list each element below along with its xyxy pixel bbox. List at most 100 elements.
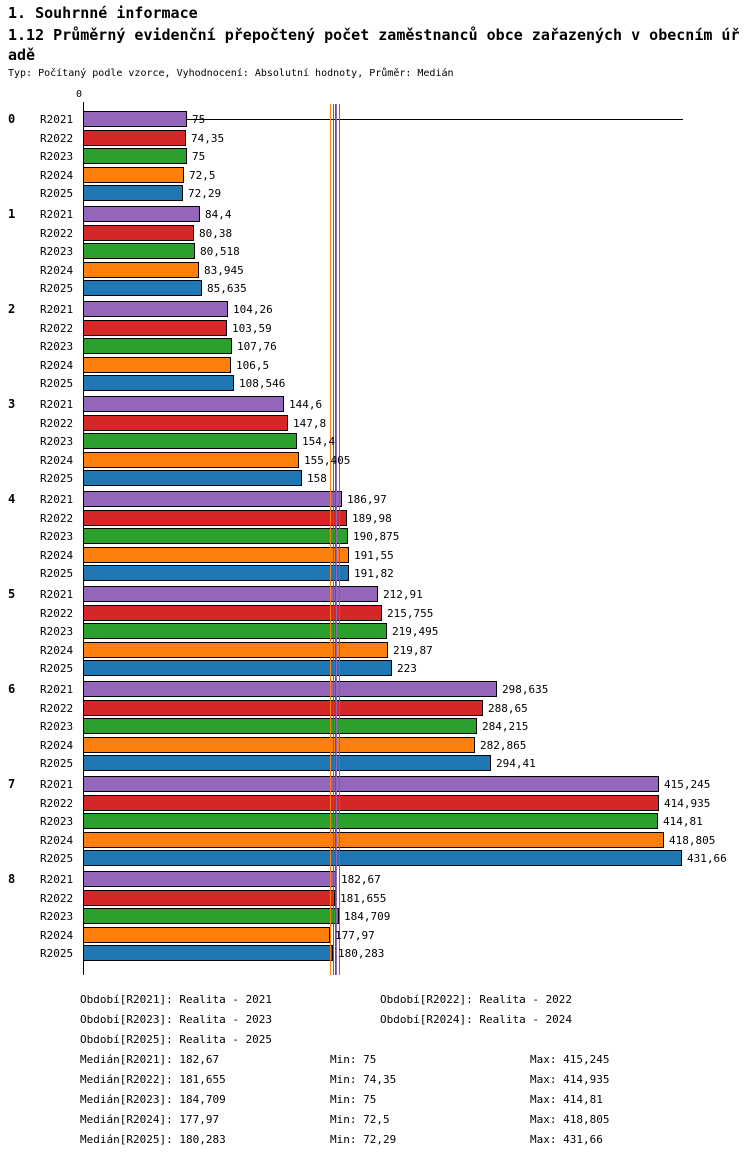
bar-value-label: 108,546 xyxy=(239,377,286,390)
series-row-label: R2023 xyxy=(40,625,74,638)
bar-value-label: 212,91 xyxy=(383,588,423,601)
bar-value-label: 284,215 xyxy=(482,720,529,733)
series-row-label: R2025 xyxy=(40,282,74,295)
bar-R2024-group-1 xyxy=(83,262,199,278)
bar-value-label: 74,35 xyxy=(191,132,225,145)
legend-max: Max: 418,805 xyxy=(530,1113,610,1126)
series-row-label: R2022 xyxy=(40,417,74,430)
series-row-label: R2022 xyxy=(40,132,74,145)
bar-value-label: 414,81 xyxy=(663,815,703,828)
series-row-label: R2022 xyxy=(40,227,74,240)
bar-R2023-group-6 xyxy=(83,718,477,734)
bar-R2021-group-0 xyxy=(83,111,187,127)
bar-R2022-group-0 xyxy=(83,130,186,146)
bar-R2023-group-3 xyxy=(83,433,297,449)
bar-R2025-group-5 xyxy=(83,660,392,676)
chart-legend: Období[R2021]: Realita - 2021 Období[R202… xyxy=(0,990,750,1158)
bar-value-label: 107,76 xyxy=(237,340,277,353)
group-label: 7 xyxy=(8,777,16,791)
series-row-label: R2024 xyxy=(40,264,74,277)
series-row-label: R2025 xyxy=(40,662,74,675)
bar-R2023-group-4 xyxy=(83,528,348,544)
bar-value-label: 431,66 xyxy=(687,852,727,865)
series-row-label: R2022 xyxy=(40,892,74,905)
chart-type-info: Typ: Počítaný podle vzorce, Vyhodnocení:… xyxy=(8,68,454,79)
group-label: 5 xyxy=(8,587,16,601)
series-row-label: R2021 xyxy=(40,113,74,126)
bar-value-label: 106,5 xyxy=(236,359,270,372)
group-label: 1 xyxy=(8,207,16,221)
series-row-label: R2021 xyxy=(40,683,74,696)
bar-R2021-group-1 xyxy=(83,206,200,222)
bar-R2024-group-3 xyxy=(83,452,299,468)
series-row-label: R2025 xyxy=(40,472,74,485)
bar-R2025-group-1 xyxy=(83,280,202,296)
bar-R2025-group-0 xyxy=(83,185,183,201)
bar-R2022-group-7 xyxy=(83,795,659,811)
bar-value-label: 72,29 xyxy=(188,187,222,200)
bar-value-label: 84,4 xyxy=(205,208,232,221)
bar-value-label: 223 xyxy=(397,662,417,675)
bar-R2023-group-1 xyxy=(83,243,195,259)
legend-max: Max: 431,66 xyxy=(530,1133,603,1146)
bar-value-label: 158 xyxy=(307,472,327,485)
bar-R2023-group-2 xyxy=(83,338,232,354)
series-row-label: R2021 xyxy=(40,778,74,791)
group-label: 3 xyxy=(8,397,16,411)
series-row-label: R2024 xyxy=(40,929,74,942)
legend-median: Medián[R2022]: 181,655 xyxy=(80,1073,226,1086)
bar-R2025-group-3 xyxy=(83,470,302,486)
bar-R2023-group-5 xyxy=(83,623,387,639)
legend-min: Min: 75 xyxy=(330,1053,377,1066)
bar-value-label: 414,935 xyxy=(664,797,711,810)
bar-R2022-group-3 xyxy=(83,415,288,431)
group-label: 0 xyxy=(8,112,16,126)
bar-value-label: 155,405 xyxy=(304,454,351,467)
bar-value-label: 298,635 xyxy=(502,683,549,696)
bar-R2024-group-2 xyxy=(83,357,231,373)
series-row-label: R2024 xyxy=(40,454,74,467)
bar-R2022-group-4 xyxy=(83,510,347,526)
bar-value-label: 418,805 xyxy=(669,834,716,847)
bar-value-label: 186,97 xyxy=(347,493,387,506)
bar-R2021-group-3 xyxy=(83,396,284,412)
series-row-label: R2025 xyxy=(40,947,74,960)
bar-R2024-group-8 xyxy=(83,927,330,943)
series-row-label: R2023 xyxy=(40,150,74,163)
series-row-label: R2023 xyxy=(40,530,74,543)
bar-value-label: 180,283 xyxy=(338,947,385,960)
bar-value-label: 219,87 xyxy=(393,644,433,657)
series-row-label: R2022 xyxy=(40,702,74,715)
series-row-label: R2025 xyxy=(40,757,74,770)
bar-R2023-group-7 xyxy=(83,813,658,829)
legend-period: Období[R2022]: Realita - 2022 xyxy=(380,993,573,1006)
legend-median: Medián[R2023]: 184,709 xyxy=(80,1093,226,1106)
bar-value-label: 80,518 xyxy=(200,245,240,258)
bar-R2025-group-4 xyxy=(83,565,349,581)
bar-value-label: 72,5 xyxy=(189,169,216,182)
report-section-title: 1. Souhrnné informace xyxy=(8,4,198,22)
bar-value-label: 219,495 xyxy=(392,625,439,638)
series-row-label: R2021 xyxy=(40,493,74,506)
series-row-label: R2021 xyxy=(40,208,74,221)
legend-median: Medián[R2025]: 180,283 xyxy=(80,1133,226,1146)
x-axis-line xyxy=(83,119,683,120)
series-row-label: R2023 xyxy=(40,245,74,258)
legend-min: Min: 75 xyxy=(330,1093,377,1106)
series-row-label: R2023 xyxy=(40,815,74,828)
legend-median: Medián[R2021]: 182,67 xyxy=(80,1053,220,1066)
bar-R2021-group-6 xyxy=(83,681,497,697)
series-row-label: R2024 xyxy=(40,834,74,847)
bar-value-label: 75 xyxy=(192,113,206,126)
bar-value-label: 294,41 xyxy=(496,757,536,770)
series-row-label: R2023 xyxy=(40,720,74,733)
bar-R2022-group-6 xyxy=(83,700,483,716)
bar-value-label: 154,4 xyxy=(302,435,336,448)
legend-min: Min: 74,35 xyxy=(330,1073,397,1086)
series-row-label: R2021 xyxy=(40,398,74,411)
series-row-label: R2025 xyxy=(40,377,74,390)
bar-value-label: 189,98 xyxy=(352,512,392,525)
bar-R2024-group-5 xyxy=(83,642,388,658)
series-row-label: R2021 xyxy=(40,588,74,601)
